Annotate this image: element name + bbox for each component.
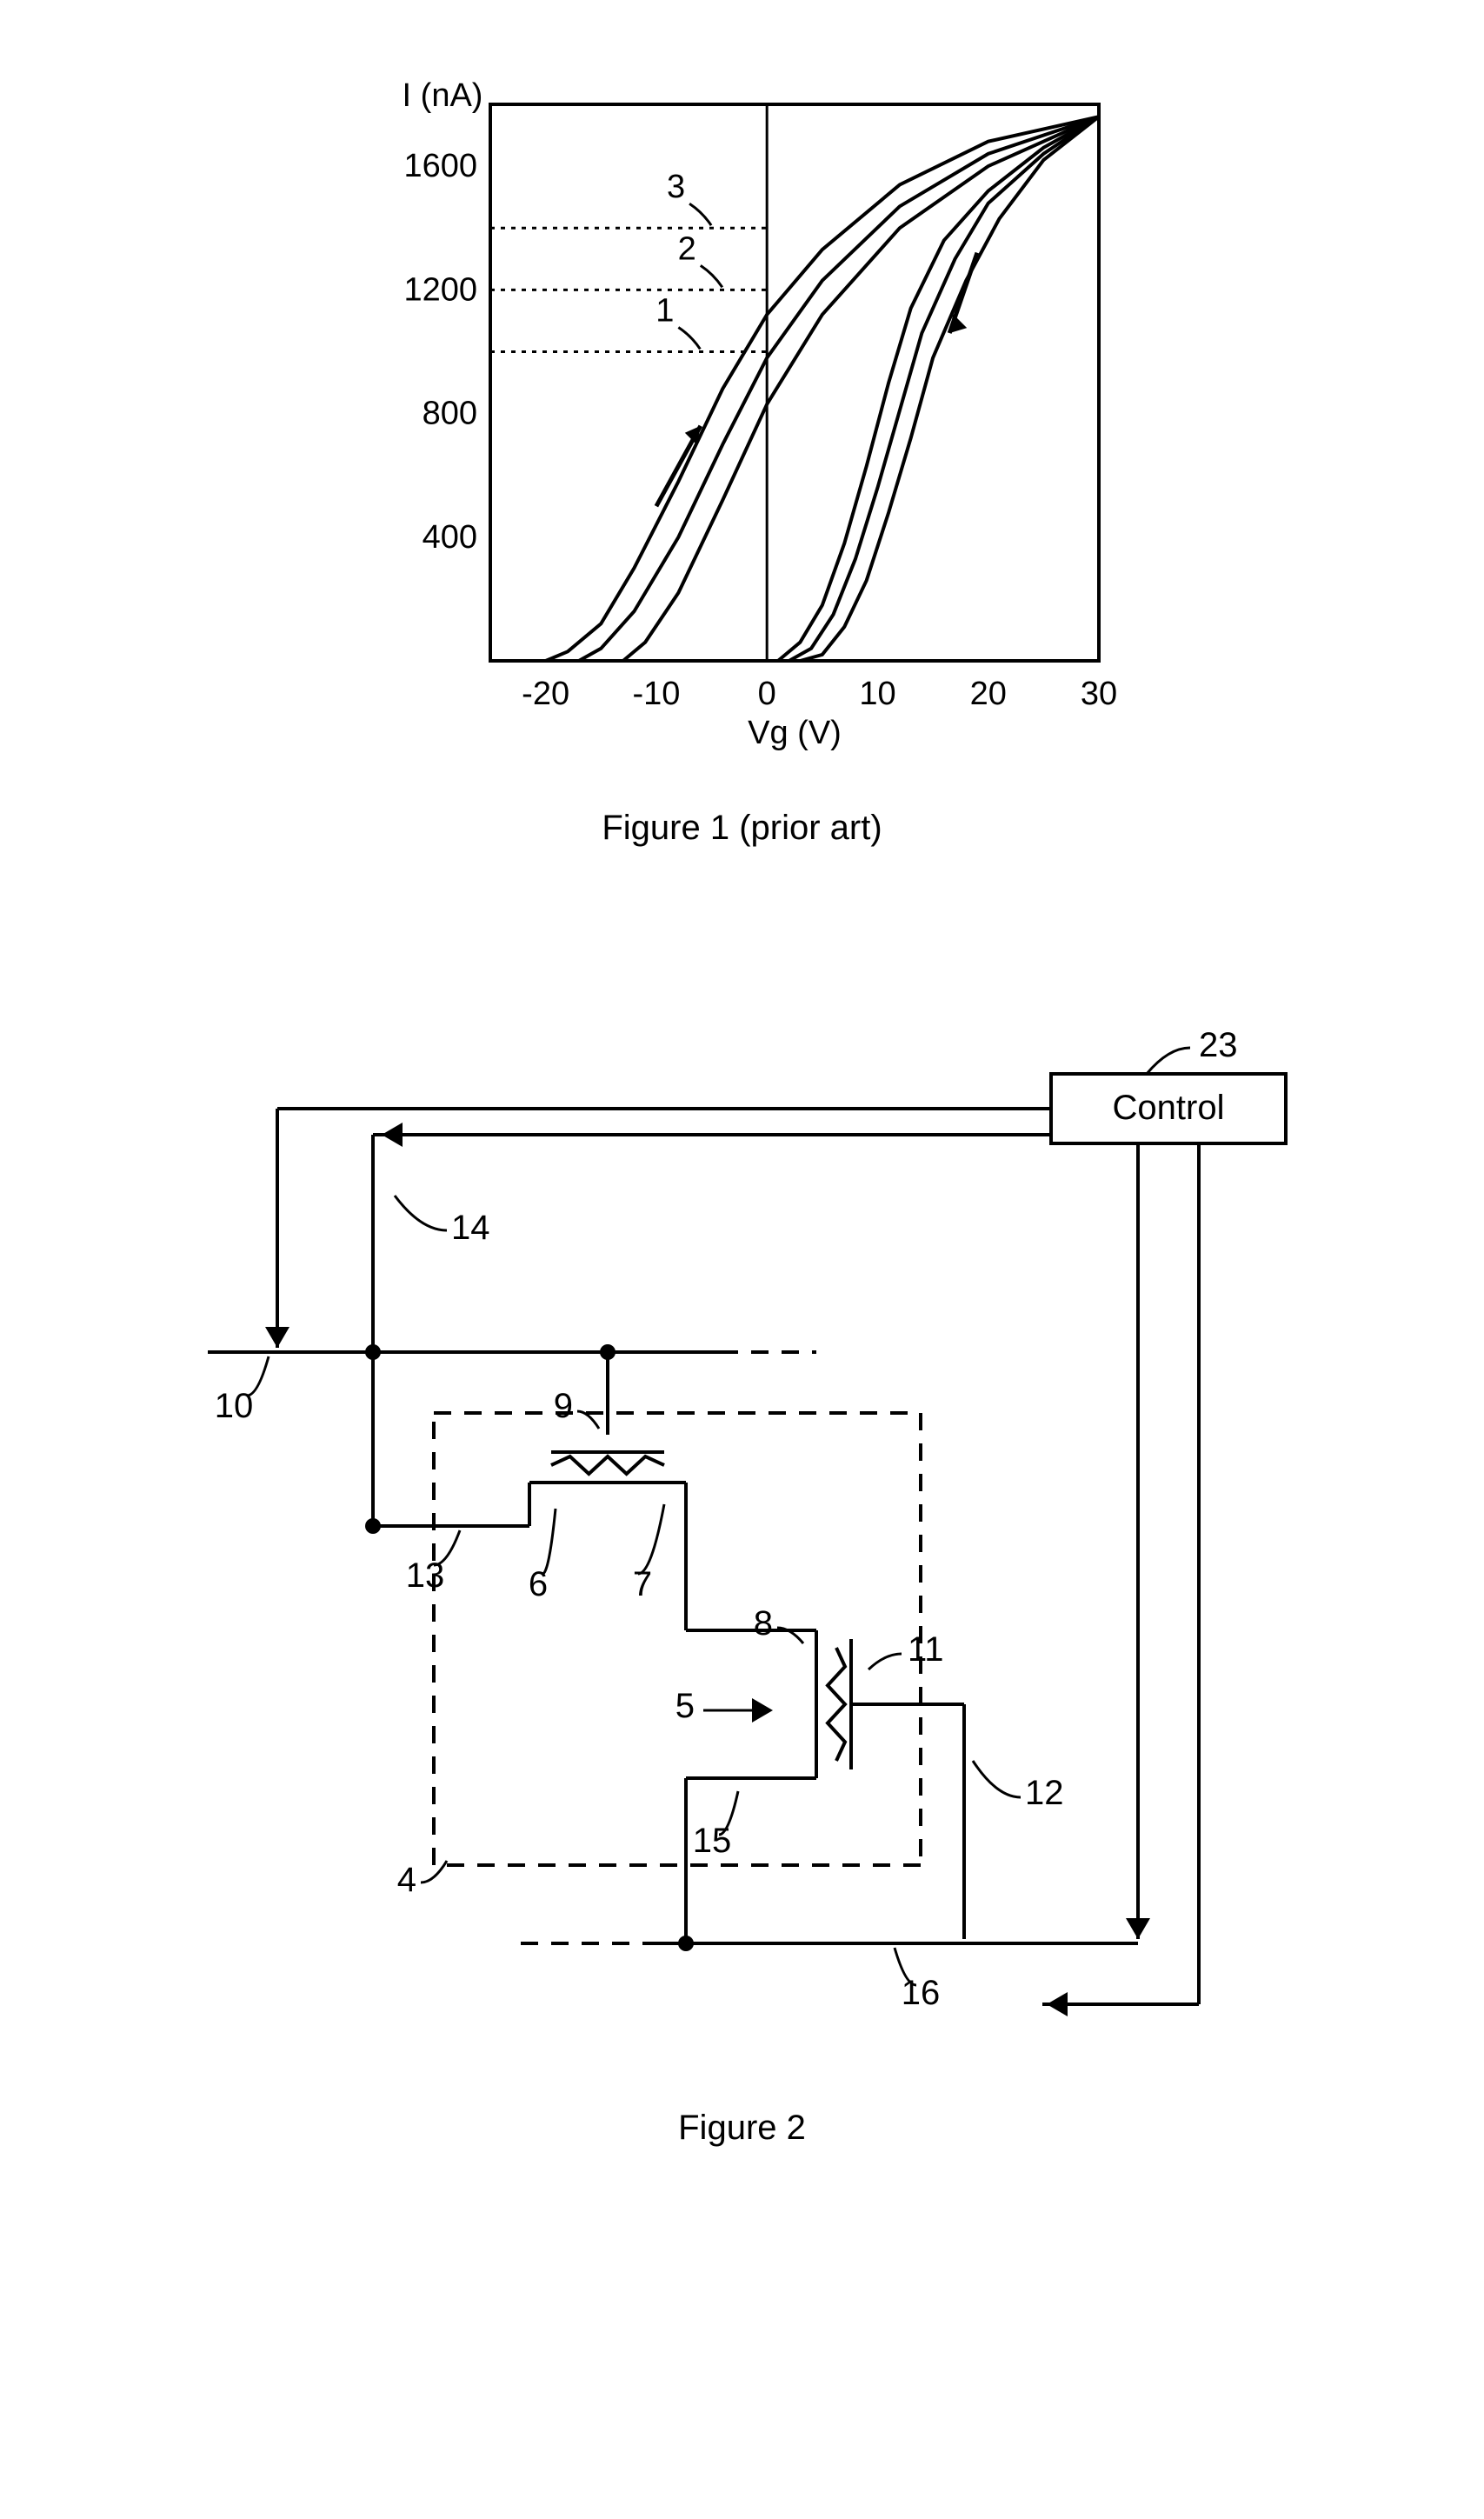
- svg-text:30: 30: [1080, 676, 1116, 712]
- svg-text:23: 23: [1199, 1026, 1238, 1064]
- svg-text:1: 1: [655, 292, 674, 329]
- svg-text:Control: Control: [1112, 1089, 1224, 1127]
- svg-text:14: 14: [451, 1209, 490, 1247]
- svg-text:800: 800: [422, 396, 476, 432]
- figure-2-container: Control2310144913678511151612 Figure 2: [139, 1022, 1345, 2148]
- figure-1-caption: Figure 1 (prior art): [602, 809, 882, 848]
- figure-2-diagram: Control2310144913678511151612: [156, 1022, 1329, 2065]
- svg-text:Vg (V): Vg (V): [748, 715, 842, 751]
- svg-text:0: 0: [757, 676, 775, 712]
- svg-text:1600: 1600: [403, 148, 477, 184]
- svg-text:20: 20: [969, 676, 1006, 712]
- svg-text:13: 13: [405, 1556, 444, 1595]
- svg-text:3: 3: [666, 169, 684, 205]
- svg-text:4: 4: [396, 1861, 416, 1899]
- svg-text:-10: -10: [632, 676, 680, 712]
- figure-2-caption: Figure 2: [678, 2109, 806, 2148]
- svg-text:9: 9: [553, 1387, 572, 1425]
- svg-text:-20: -20: [522, 676, 569, 712]
- svg-text:10: 10: [859, 676, 895, 712]
- svg-text:400: 400: [422, 519, 476, 556]
- svg-text:10: 10: [214, 1387, 253, 1425]
- svg-text:11: 11: [908, 1630, 944, 1669]
- svg-text:2: 2: [677, 230, 695, 267]
- svg-text:I (nA): I (nA): [402, 77, 482, 114]
- svg-text:5: 5: [675, 1687, 694, 1725]
- svg-text:1200: 1200: [403, 271, 477, 308]
- figure-1-container: 1600 1200 800 400 I (nA) -20 -10 0 10 20 30 Vg (V) 1…: [139, 70, 1345, 848]
- svg-text:8: 8: [753, 1604, 772, 1643]
- svg-text:12: 12: [1025, 1774, 1064, 1812]
- figure-1-chart: 1600 1200 800 400 I (nA) -20 -10 0 10 20 30 Vg (V) 1…: [351, 70, 1134, 765]
